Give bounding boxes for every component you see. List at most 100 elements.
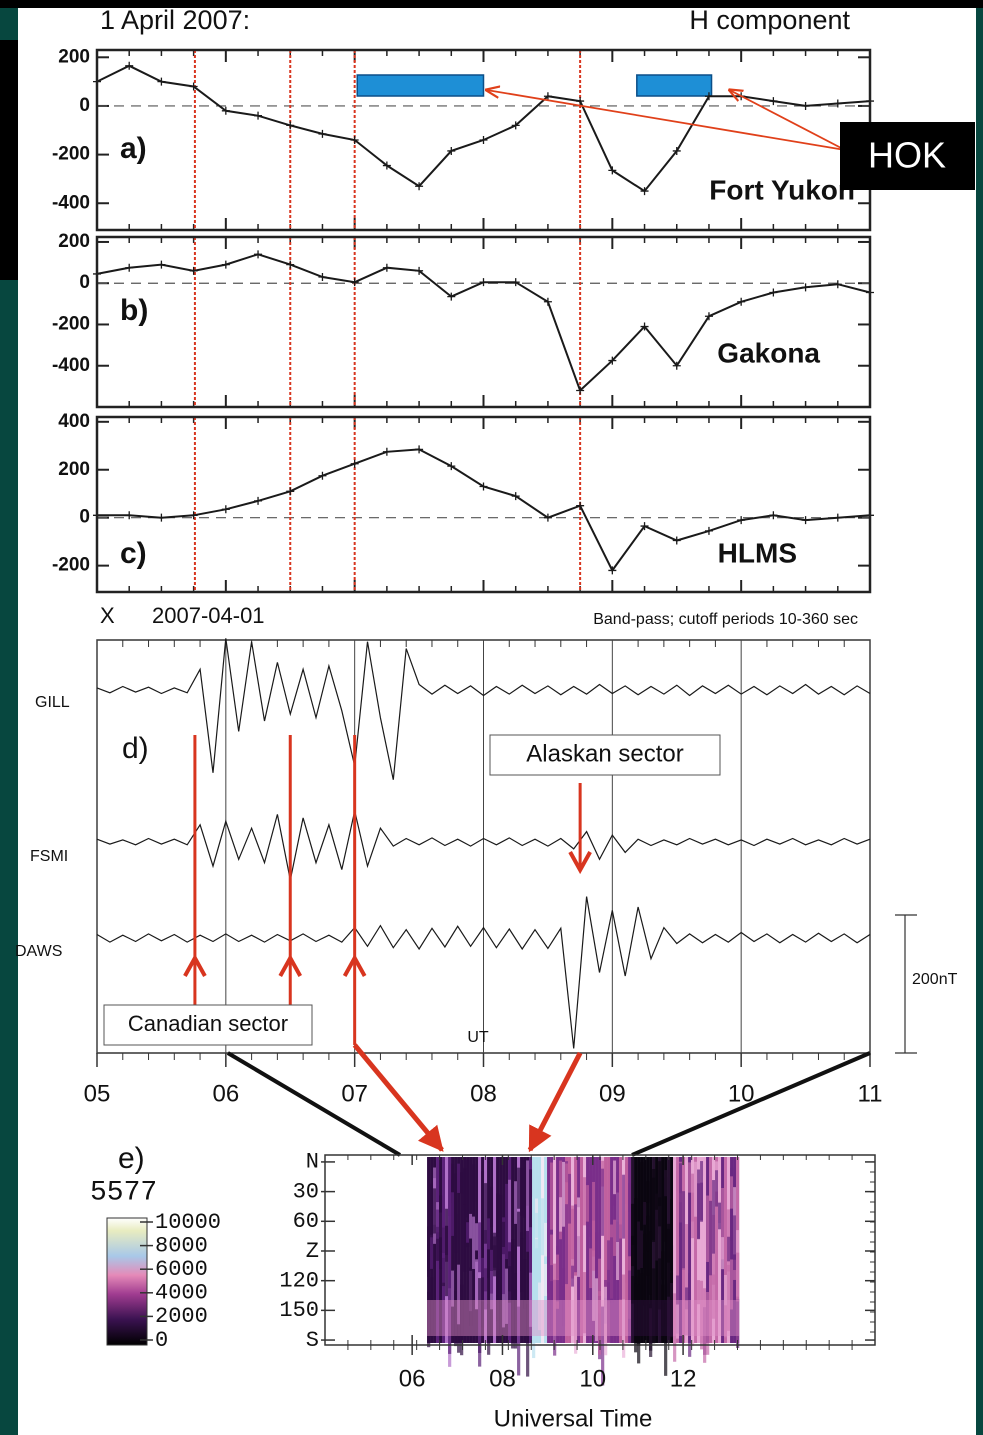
keogram-streak	[637, 1284, 641, 1364]
trace-point	[833, 513, 842, 522]
keogram-band	[463, 1300, 467, 1336]
trace-point	[801, 101, 810, 110]
keogram-streak	[622, 1299, 626, 1358]
keogram-streak	[631, 1203, 635, 1267]
keogram-streak	[661, 1284, 665, 1341]
keogram-band	[619, 1300, 623, 1336]
panel-label: b)	[120, 294, 148, 327]
trace-point	[286, 487, 295, 496]
keogram-streak	[721, 1237, 725, 1270]
trace-point	[254, 250, 263, 259]
colorbar-tick-label: 4000	[155, 1281, 208, 1306]
trace-point	[318, 273, 327, 282]
y-tick-label: 30	[293, 1179, 319, 1204]
keogram-band	[676, 1300, 680, 1336]
keogram-streak	[658, 1161, 662, 1207]
trace-point	[125, 511, 134, 520]
panel-label: e)	[118, 1142, 145, 1175]
keogram-streak	[634, 1198, 638, 1245]
x-tick-label: 08	[470, 1080, 497, 1107]
keogram-column	[658, 1157, 662, 1343]
trace-point	[415, 182, 424, 191]
keogram-streak	[697, 1280, 701, 1305]
keogram-band	[634, 1300, 638, 1336]
keogram-streak	[673, 1194, 677, 1246]
trace-point	[576, 501, 585, 510]
keogram-band	[700, 1300, 704, 1336]
keogram-band	[433, 1300, 437, 1336]
trace-point	[543, 92, 552, 101]
station-label: Gakona	[717, 337, 820, 368]
keogram-streak	[640, 1162, 644, 1230]
keogram-streak	[697, 1169, 701, 1239]
keogram-streak	[721, 1187, 725, 1260]
keogram-streak	[613, 1160, 617, 1195]
keogram-streak	[439, 1195, 443, 1252]
keogram-streak	[664, 1170, 668, 1197]
keogram-band	[559, 1300, 563, 1336]
keogram-streak	[688, 1162, 692, 1193]
y-tick-label: -200	[52, 313, 90, 334]
colorbar-tick-label: 0	[155, 1328, 168, 1353]
keogram-band	[544, 1300, 548, 1336]
keogram-streak	[652, 1168, 656, 1243]
keogram-band	[706, 1300, 710, 1336]
keogram-band	[718, 1300, 722, 1336]
keogram-streak	[655, 1209, 659, 1261]
callout-arrow	[487, 90, 846, 151]
keogram-streak	[457, 1163, 461, 1193]
keogram-band	[466, 1300, 470, 1336]
keogram-band	[640, 1300, 644, 1336]
x-tick-label: 07	[341, 1080, 368, 1107]
keogram-streak	[616, 1172, 620, 1242]
keogram-streak	[646, 1181, 650, 1203]
keogram-band	[430, 1300, 434, 1336]
keogram-streak	[508, 1179, 512, 1243]
component-label: X	[100, 603, 115, 628]
keogram-band	[724, 1300, 728, 1336]
keogram-streak	[529, 1169, 533, 1228]
keogram-streak	[463, 1204, 467, 1272]
keogram-streak	[589, 1248, 593, 1289]
keogram-streak	[487, 1239, 491, 1279]
keogram-band	[502, 1300, 506, 1336]
keogram-band	[694, 1300, 698, 1336]
keogram-streak	[481, 1277, 485, 1328]
keogram-streak	[673, 1293, 677, 1362]
keogram-band	[616, 1300, 620, 1336]
keogram-streak	[625, 1299, 629, 1331]
keogram-streak	[706, 1292, 710, 1355]
colorbar-title: 5577	[90, 1177, 157, 1208]
keogram-band	[541, 1300, 545, 1336]
trace-point	[221, 106, 230, 115]
keogram-column	[697, 1157, 701, 1343]
keogram-streak	[511, 1239, 515, 1296]
keogram-streak	[664, 1303, 668, 1376]
keogram-streak	[601, 1306, 605, 1386]
keogram-streak	[484, 1183, 488, 1244]
keogram-streak	[622, 1174, 626, 1239]
keogram-streak	[682, 1191, 686, 1270]
keogram-streak	[451, 1270, 455, 1307]
keogram-streak	[538, 1209, 542, 1237]
keogram-streak	[589, 1175, 593, 1237]
keogram-streak	[703, 1175, 707, 1225]
keogram-band	[682, 1300, 686, 1336]
trace-point	[382, 263, 391, 272]
keogram-streak	[523, 1259, 527, 1309]
callout-label: HOK	[868, 135, 946, 176]
keogram-band	[562, 1300, 566, 1336]
keogram-column	[652, 1157, 656, 1343]
y-tick-label: N	[306, 1150, 319, 1175]
keogram-streak	[553, 1263, 557, 1336]
keogram-streak	[640, 1273, 644, 1300]
keogram-streak	[700, 1161, 704, 1222]
keogram-band	[535, 1300, 539, 1336]
trace-point	[833, 99, 842, 108]
keogram-streak	[589, 1170, 593, 1201]
keogram-band	[601, 1300, 605, 1336]
keogram-streak	[604, 1286, 608, 1356]
keogram-streak	[511, 1283, 515, 1349]
trace	[96, 896, 871, 1049]
y-tick-label: 120	[279, 1268, 319, 1293]
